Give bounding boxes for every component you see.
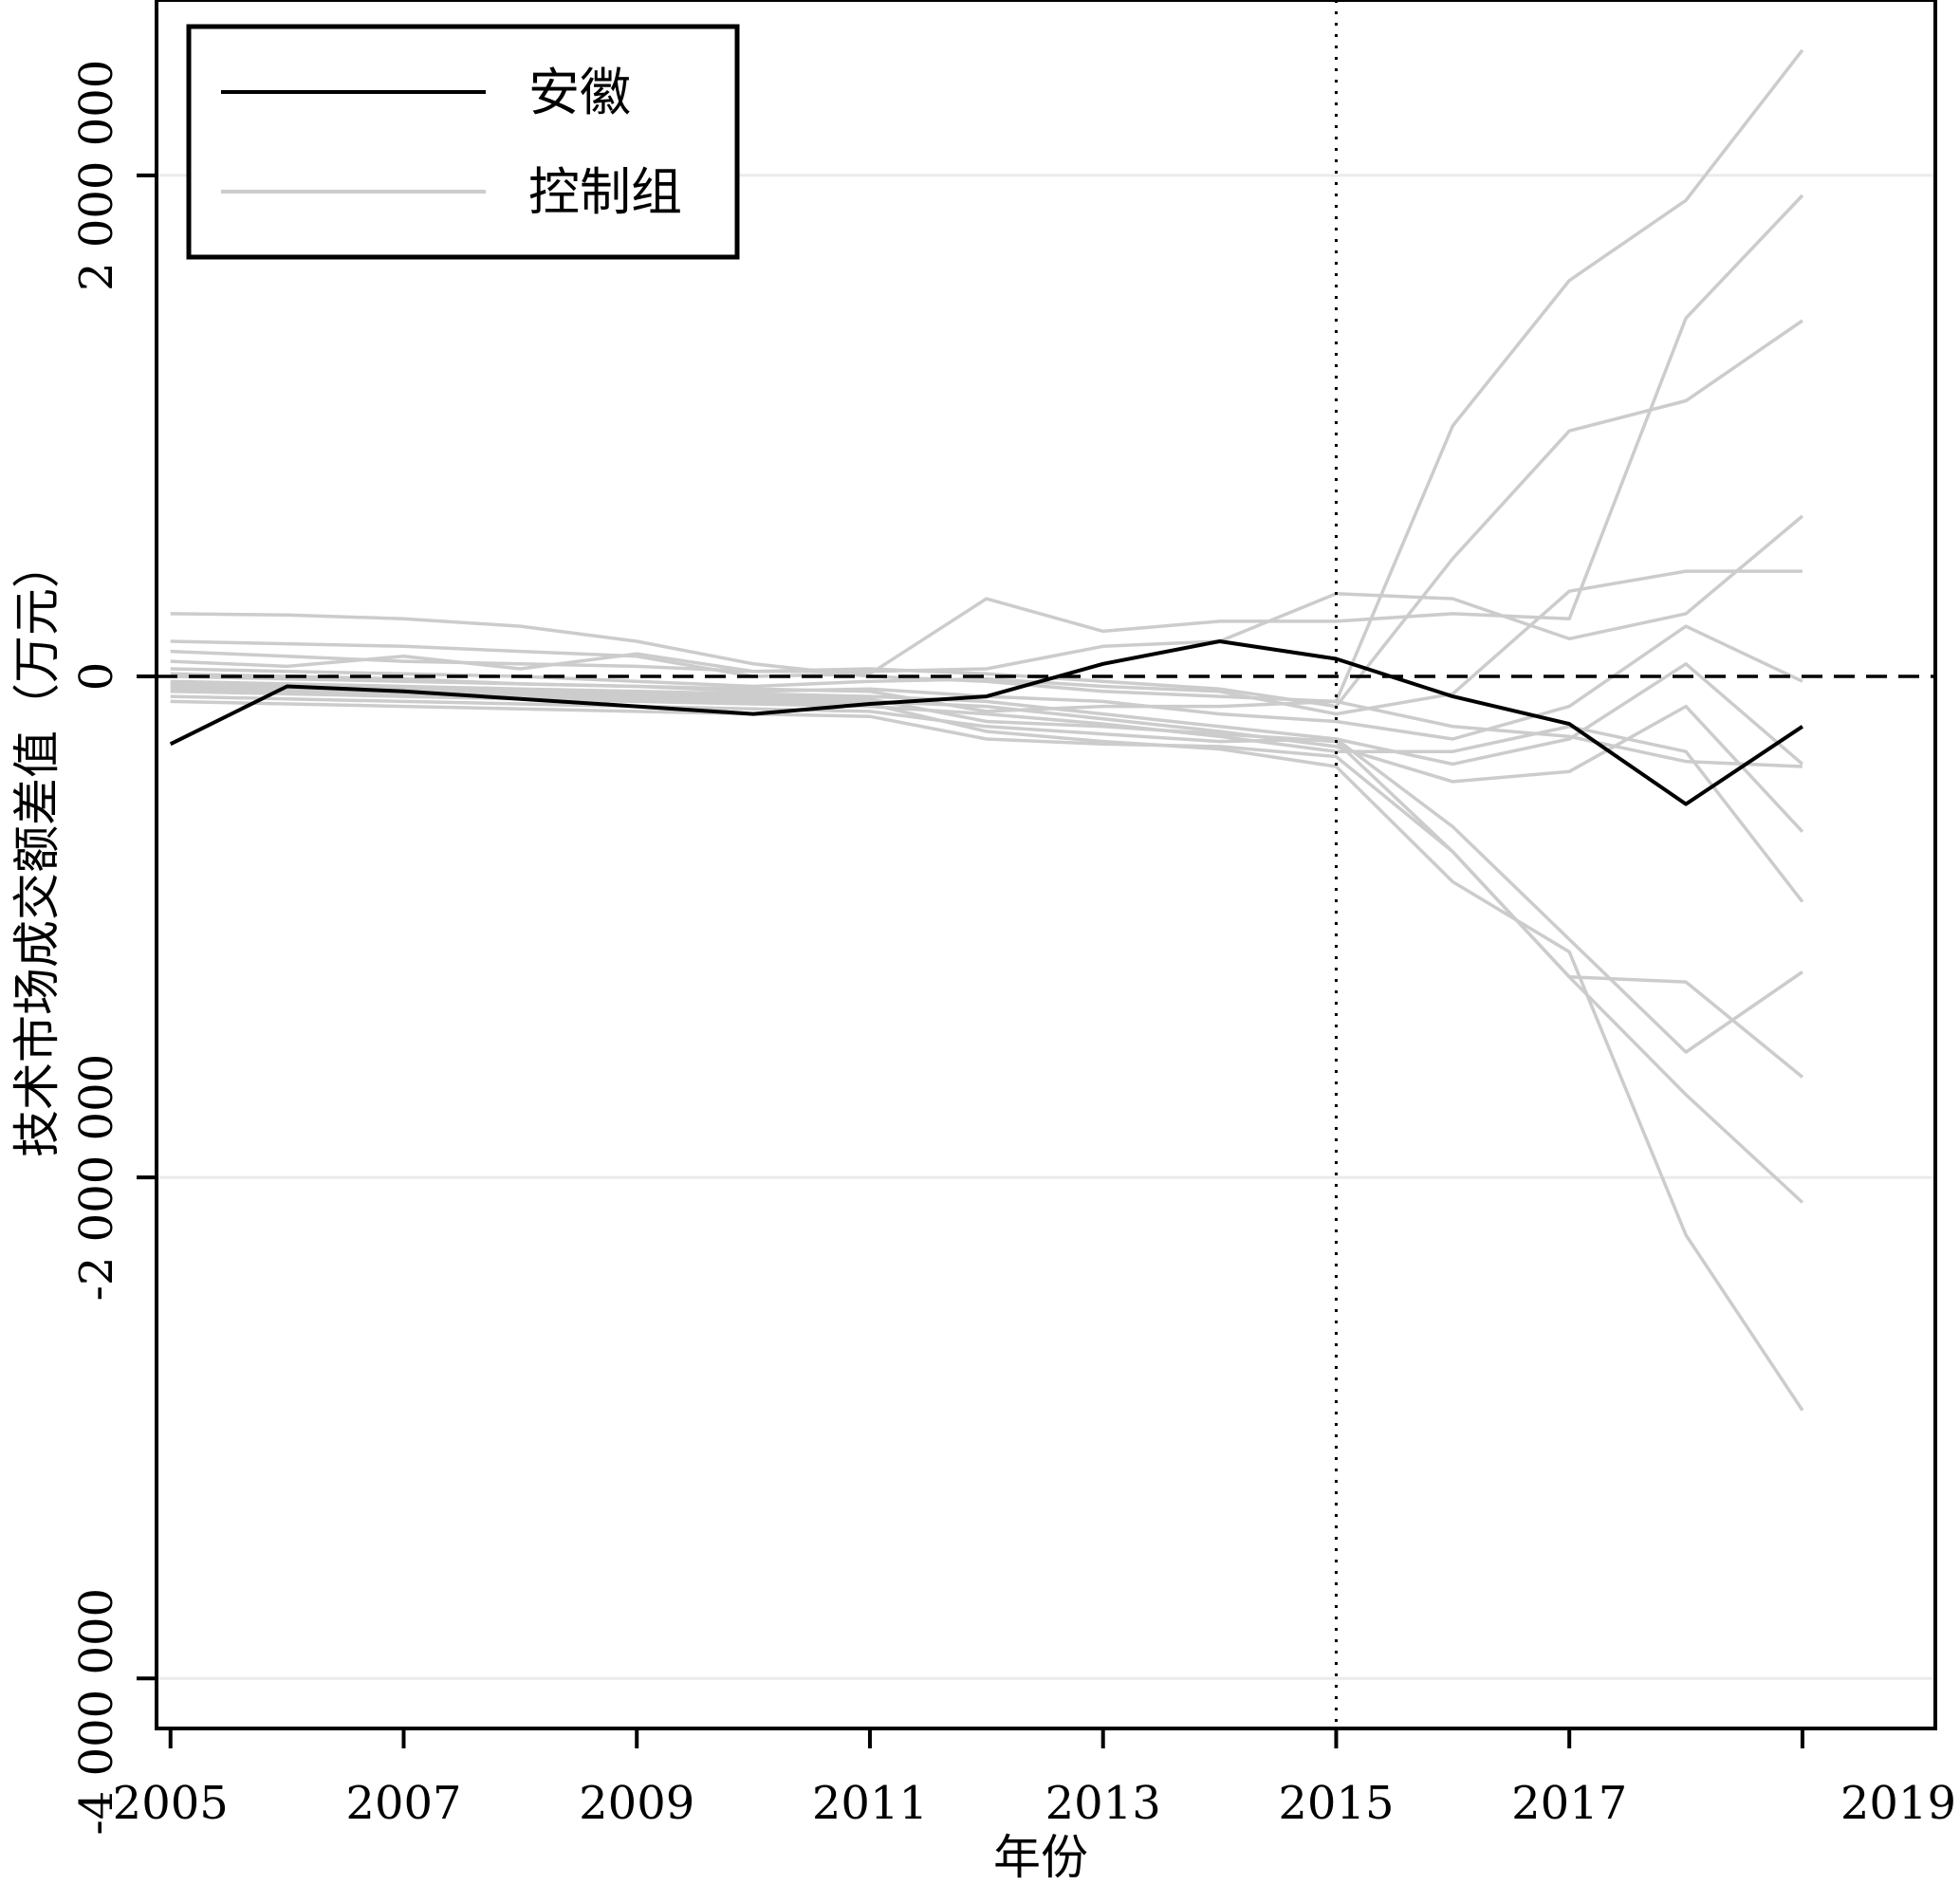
legend: 安徽 控制组 — [186, 24, 740, 260]
y-tick-label: -2 000 000 — [70, 1054, 123, 1302]
control-series-line-9 — [170, 690, 1804, 903]
plot-frame — [155, 0, 1937, 1730]
x-tick-label: 2017 — [1511, 1777, 1627, 1830]
x-tick-label: 2019 — [1840, 1777, 1956, 1830]
treated-series-line — [169, 639, 1804, 806]
x-axis-title: 年份 — [993, 1830, 1088, 1885]
control-series-line-10 — [170, 694, 1803, 1054]
x-tick-label: 2009 — [579, 1777, 694, 1830]
x-tick-label: 2011 — [812, 1777, 928, 1830]
x-tick-label: 2007 — [345, 1777, 461, 1830]
control-series-line-13 — [170, 682, 1804, 1079]
y-tick-label: 0 — [70, 662, 123, 692]
x-tick-label: 2005 — [113, 1777, 229, 1830]
y-tick-label: 2 000 000 — [70, 60, 123, 291]
x-tick-label: 2013 — [1045, 1777, 1161, 1830]
treated-series — [169, 639, 1804, 806]
y-axis-title: 技术市场成交额差值（万元） — [9, 541, 65, 1157]
reference-lines — [157, 0, 1935, 1728]
x-tick-label: 2015 — [1278, 1777, 1394, 1830]
y-tick-label: -4 000 000 — [70, 1588, 123, 1836]
legend-label-controls: 控制组 — [528, 162, 682, 222]
control-series-line-3 — [170, 319, 1803, 709]
axes: 2005 2007 2009 2011 2013 2015 2017 2019 -4 000 0… — [70, 60, 1956, 1836]
legend-box — [186, 24, 740, 260]
legend-label-treated: 安徽 — [528, 63, 631, 122]
control-series-line-1 — [170, 48, 1804, 704]
control-series-line-14 — [170, 675, 1803, 768]
control-series-line-5 — [170, 569, 1803, 716]
control-series-line-7 — [170, 662, 1804, 767]
control-series-line-2 — [170, 194, 1804, 678]
